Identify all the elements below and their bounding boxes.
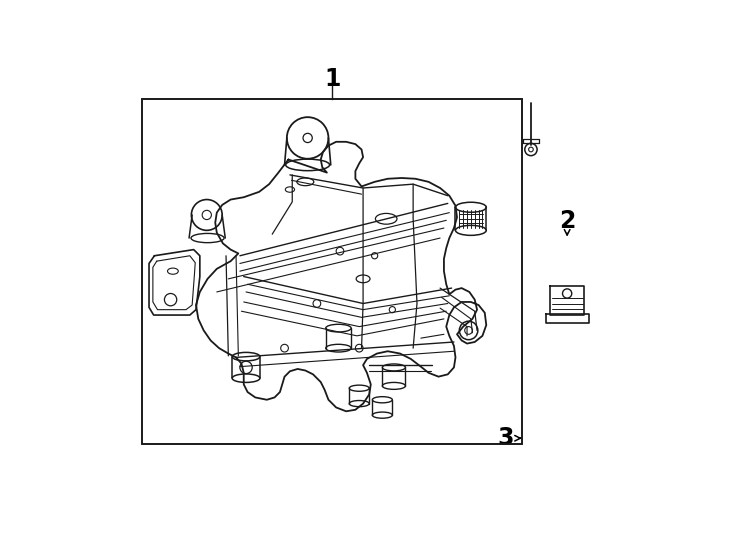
Text: 2: 2	[559, 209, 575, 233]
Text: 1: 1	[324, 66, 341, 91]
Text: 3: 3	[497, 426, 514, 450]
